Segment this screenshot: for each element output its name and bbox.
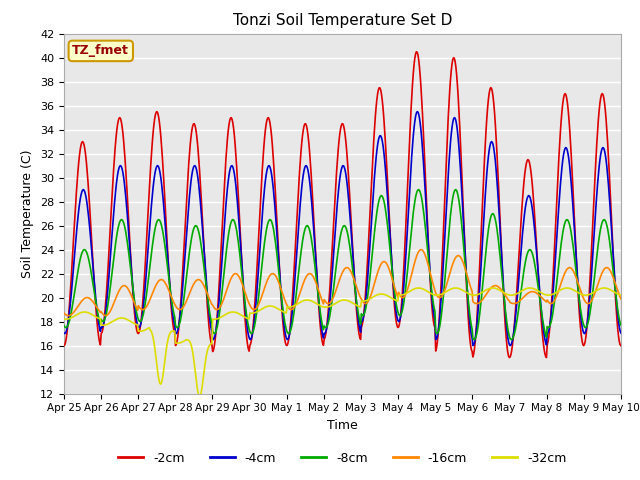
Legend: -2cm, -4cm, -8cm, -16cm, -32cm: -2cm, -4cm, -8cm, -16cm, -32cm — [113, 447, 572, 469]
X-axis label: Time: Time — [327, 419, 358, 432]
Text: TZ_fmet: TZ_fmet — [72, 44, 129, 58]
Title: Tonzi Soil Temperature Set D: Tonzi Soil Temperature Set D — [233, 13, 452, 28]
Y-axis label: Soil Temperature (C): Soil Temperature (C) — [22, 149, 35, 278]
